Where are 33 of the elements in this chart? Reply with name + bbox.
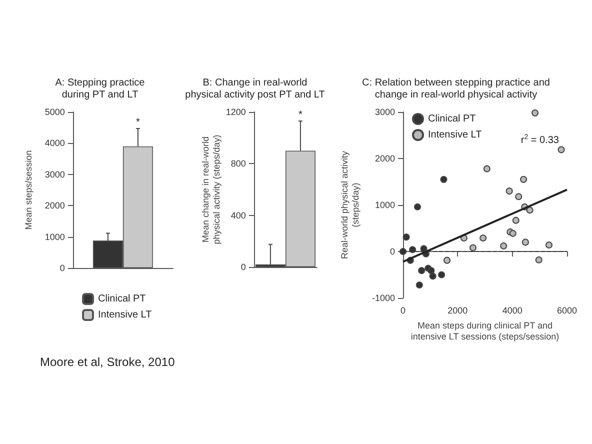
y-tick-label: 3000 <box>374 107 395 117</box>
y-tick-label: 5000 <box>44 107 65 117</box>
chart-title: A: Stepping practice during PT and LT <box>55 78 146 100</box>
legend-label: Intensive LT <box>428 130 482 140</box>
chart-title: C: Relation between stepping practice and change in real-world physical activity <box>362 78 550 100</box>
x-tick-label: 4000 <box>502 306 522 316</box>
text: Moore et al, Stroke, 2010 <box>40 355 175 369</box>
x-tick-label: 0 <box>400 306 406 316</box>
x-axis-title: Mean steps during clinical PT and intensive LT sessions (steps/session) <box>410 320 560 342</box>
legend-label: Clinical PT <box>428 114 476 124</box>
legend-label: Clinical PT <box>98 294 146 304</box>
y-axis-title: Real-world physical activity (steps/day) <box>340 150 361 260</box>
y-axis-title: Mean change in real-world physical activity (steps/day) <box>200 134 222 244</box>
y-tick-label: 0 <box>240 262 246 272</box>
y-axis-title: Mean steps/session <box>24 150 34 230</box>
y-tick-label: 4000 <box>44 138 65 148</box>
chart-title: B: Change in real-world physical activity post PT and LT <box>185 78 325 100</box>
x-tick-label: 6000 <box>556 306 578 316</box>
annotation: * <box>136 117 140 128</box>
y-tick-label: 1000 <box>374 200 395 210</box>
y-tick-label: 1000 <box>44 232 65 242</box>
legend-label: Intensive LT <box>98 310 152 320</box>
y-tick-label: 0 <box>390 246 395 256</box>
y-tick-label: 400 <box>230 210 246 220</box>
y-tick-label: 2000 <box>374 154 395 164</box>
y-tick-label: 2000 <box>44 200 65 211</box>
y-tick-label: -1000 <box>372 293 395 303</box>
x-tick-label: 2000 <box>448 306 468 316</box>
y-tick-label: 1200 <box>226 107 246 117</box>
y-tick-label: 800 <box>230 158 246 169</box>
y-tick-label: 3000 <box>44 169 65 180</box>
annotation: * <box>298 110 303 121</box>
y-tick-label: 0 <box>60 263 65 273</box>
